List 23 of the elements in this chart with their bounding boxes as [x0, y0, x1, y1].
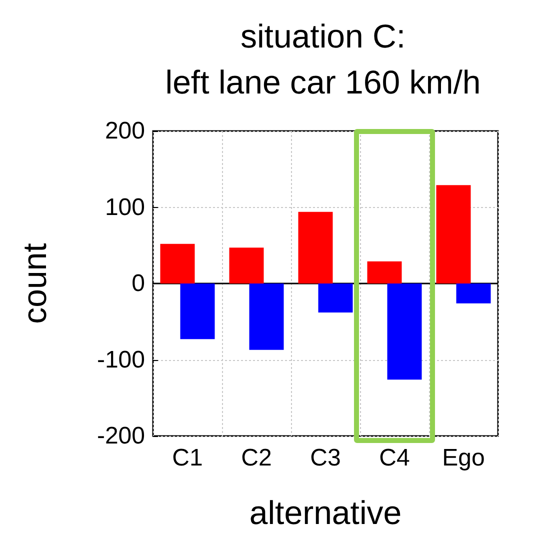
- bar: [367, 261, 402, 284]
- y-tick-label: 200: [104, 118, 145, 144]
- bar: [318, 284, 353, 312]
- bar: [160, 244, 195, 284]
- bar: [298, 212, 333, 284]
- x-tick-label: C2: [241, 444, 272, 472]
- x-tick-label: C3: [310, 444, 341, 472]
- bar: [436, 185, 471, 284]
- x-axis-title: alternative: [249, 494, 402, 531]
- x-tick-label: Ego: [442, 444, 485, 472]
- bar: [456, 284, 491, 304]
- y-tick-label: -100: [96, 346, 145, 374]
- x-tick-label: C4: [379, 444, 410, 472]
- y-axis-title: count: [16, 243, 53, 324]
- y-tick-label: 0: [132, 270, 145, 297]
- bar: [387, 284, 422, 380]
- y-tick-label: -200: [96, 422, 145, 450]
- bar: [229, 248, 264, 284]
- y-tick-label: 100: [104, 194, 145, 221]
- bar: [249, 284, 284, 350]
- bar: [180, 284, 215, 340]
- chart-title: situation C: left lane car 160 km/h: [165, 18, 481, 100]
- x-tick-label: C1: [172, 444, 203, 472]
